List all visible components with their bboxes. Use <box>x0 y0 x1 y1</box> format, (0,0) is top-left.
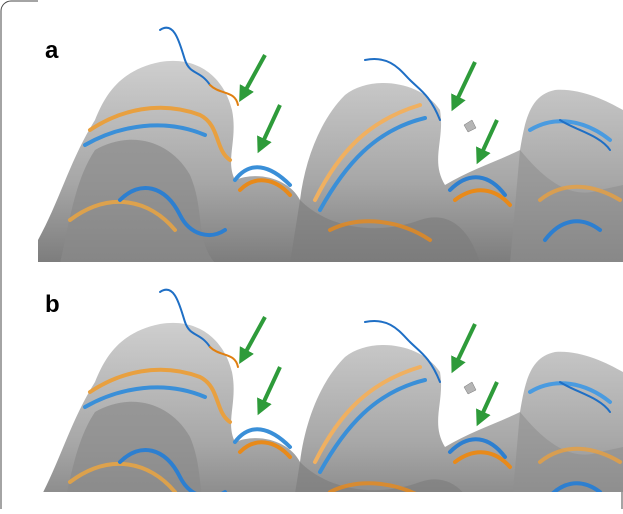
page: {"panels": [{"label": "a"}, {"label": "b… <box>0 0 623 509</box>
figure: a b <box>0 0 623 509</box>
panel-a-image <box>38 0 623 263</box>
panel-gap <box>38 262 623 282</box>
panel-label: b <box>45 291 60 318</box>
panel-b-image <box>38 262 623 509</box>
panel-label: a <box>45 37 59 64</box>
